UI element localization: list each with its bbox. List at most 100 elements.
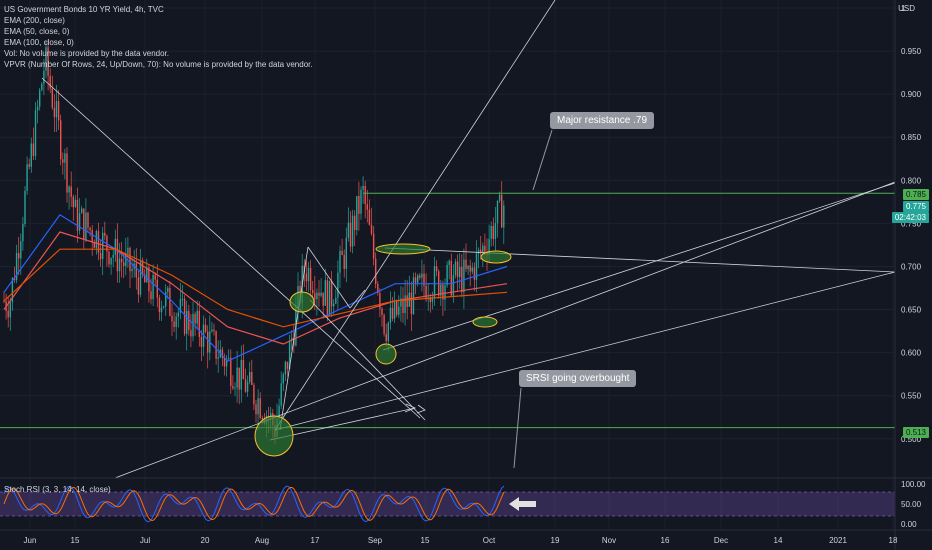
candle-body [43, 70, 45, 84]
candle-body [93, 242, 95, 248]
indicator-volume[interactable]: Vol: No volume is provided by the data v… [4, 49, 169, 58]
rising-channel-line[interactable] [382, 182, 896, 351]
callout-major-resistance[interactable]: Major resistance .79 [550, 112, 655, 129]
candle-body [339, 250, 341, 273]
stoch-d-line[interactable] [3, 486, 505, 522]
time-tick-label: 18 [889, 536, 898, 545]
candle-body [419, 275, 421, 278]
candle-body [431, 297, 434, 302]
rising-support-line[interactable] [274, 271, 896, 431]
candle-body [24, 190, 26, 225]
candle-body [364, 185, 366, 205]
ellipse-oct-low[interactable] [472, 316, 498, 328]
stoch-callout-pointer [513, 387, 522, 469]
candle-body [198, 310, 200, 337]
ema-100-line[interactable] [3, 231, 508, 345]
candle-body [196, 310, 198, 324]
candle-body [26, 164, 28, 191]
candle-body [396, 300, 398, 315]
candle-body [183, 298, 186, 334]
price-tick-label: 0.650 [901, 306, 922, 315]
ellipse-sept-top[interactable] [375, 243, 431, 255]
candle-body [291, 338, 293, 341]
ellipse-oct-break[interactable] [480, 250, 512, 264]
candle-body [330, 280, 333, 307]
candle-body [230, 357, 232, 386]
long-uptrend-line[interactable] [114, 181, 896, 479]
candle-body [87, 212, 89, 228]
ellipse-september-low[interactable] [375, 343, 397, 365]
price-tick-label: 0.750 [901, 219, 922, 228]
candle-body [255, 404, 257, 415]
candle-body [74, 199, 77, 208]
symbol-title[interactable]: US Government Bonds 10 YR Yield, 4h, TVC [4, 5, 164, 14]
candle-body [393, 300, 396, 319]
candle-body [114, 238, 116, 255]
pattern-leg-2[interactable] [307, 246, 351, 309]
callout-srsi-overbought[interactable]: SRSI going overbought [519, 370, 637, 387]
pattern-leg-1[interactable] [279, 246, 309, 431]
candle-body [337, 272, 339, 298]
currency-label[interactable]: USD [898, 4, 915, 13]
candle-body [318, 292, 320, 296]
descending-resistance-line[interactable] [384, 247, 896, 273]
candle-body [459, 266, 461, 278]
candle-body [284, 361, 287, 375]
chart-legend: US Government Bonds 10 YR Yield, 4h, TVC… [4, 4, 313, 70]
candle-body [356, 196, 358, 231]
candle-body [3, 300, 5, 302]
indicator-vpvr[interactable]: VPVR (Number Of Rows, 24, Up/Down, 70): … [4, 60, 313, 69]
ema-50-line[interactable] [3, 213, 508, 362]
candle-body [261, 418, 263, 420]
stoch-k-line[interactable] [3, 485, 505, 523]
time-tick-label: 19 [551, 536, 560, 545]
candle-body [307, 267, 310, 282]
indicator-ema-100[interactable]: EMA (100, close, 0) [4, 38, 74, 47]
candle-body [39, 90, 41, 107]
stoch-legend[interactable]: Stoch RSI (3, 3, 14, 14, close) [4, 485, 111, 494]
candle-body [34, 110, 37, 156]
projection-line[interactable] [309, 299, 426, 421]
candle-body [280, 383, 282, 406]
candle-body [404, 295, 406, 314]
candle-body [461, 266, 463, 293]
time-tick-label: 15 [71, 536, 80, 545]
price-tick-label: 0.550 [901, 392, 922, 401]
ellipse-august-low[interactable] [254, 415, 294, 457]
candle-body [316, 292, 318, 300]
candle-body [97, 231, 100, 254]
target-arrow-line[interactable] [269, 407, 416, 441]
indicator-ema-200[interactable]: EMA (200, close) [4, 16, 65, 25]
candle-body [32, 143, 35, 156]
candle-body [156, 279, 158, 298]
price-tick-label: 0.950 [901, 47, 922, 56]
candle-body [400, 298, 402, 307]
candle-body [171, 315, 173, 322]
time-tick-label: 15 [421, 536, 430, 545]
candle-body [387, 322, 389, 342]
candle-body [186, 310, 188, 334]
stoch-tick-label: 100.00 [901, 480, 926, 489]
downtrend-line[interactable] [41, 77, 421, 419]
steep-uptrend-line[interactable] [274, 0, 556, 431]
candle-body [177, 312, 179, 317]
candle-body [7, 310, 9, 318]
ema-200-line[interactable] [3, 248, 508, 328]
candle-body [95, 231, 98, 248]
time-tick-label: 17 [311, 536, 320, 545]
candle-body [471, 267, 473, 272]
candle-body [421, 273, 423, 278]
indicator-ema-50[interactable]: EMA (50, close, 0) [4, 27, 70, 36]
candle-body [383, 314, 385, 334]
candle-body [452, 275, 455, 296]
candle-body [490, 225, 492, 239]
candle-body [11, 278, 14, 303]
candle-body [480, 249, 482, 253]
candle-body [204, 324, 207, 332]
ellipse-breakout[interactable] [289, 291, 315, 313]
candle-body [15, 253, 18, 281]
time-tick-label: Nov [602, 536, 616, 545]
pattern-leg-3[interactable] [349, 289, 366, 309]
